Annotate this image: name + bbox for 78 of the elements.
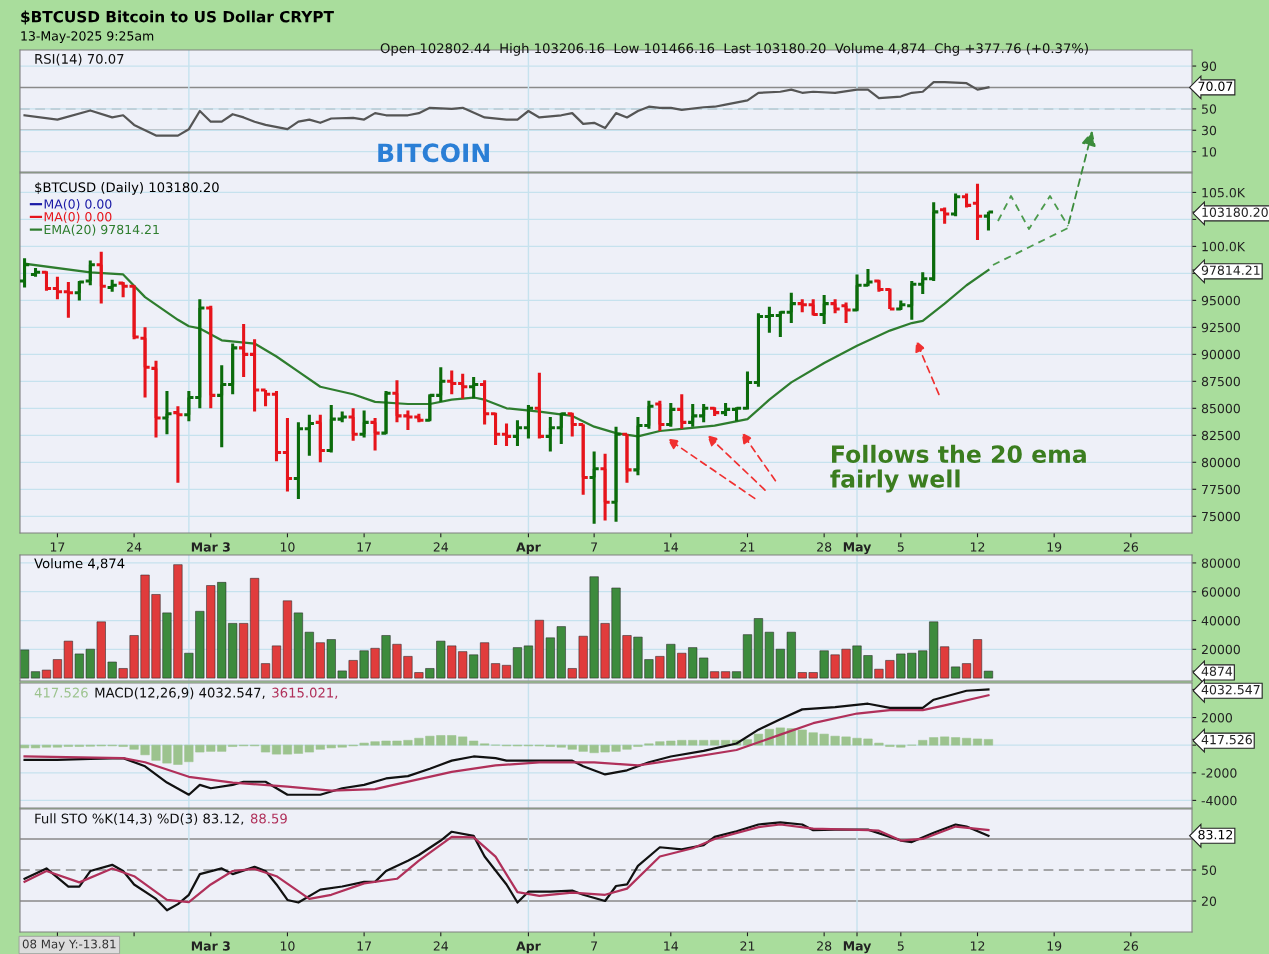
x-tick-label: 12: [970, 542, 985, 552]
x-tick-label: 26: [1123, 941, 1139, 951]
x-tick-label: Apr: [516, 941, 541, 954]
x-tick-label: 17: [50, 542, 65, 552]
x-tick-label: 17: [357, 941, 371, 951]
x-tick-label: May: [843, 542, 872, 555]
x-tick-label: 28: [817, 542, 832, 552]
y-tick-label: 75000: [1202, 511, 1240, 522]
y-tick-label: -2000: [1201, 768, 1237, 778]
annotation: 70.07: [1198, 81, 1233, 92]
y-tick-label: 92500: [1201, 322, 1240, 333]
x-tick-label: 5: [897, 542, 904, 552]
legend-label: MA(0) 0.00: [44, 211, 112, 223]
y-tick-label: 87500: [1201, 376, 1240, 387]
text: 3615.021,: [272, 687, 338, 699]
text: MACD(12,26,9) 4032.547,: [95, 687, 265, 700]
legend-label: EMA(20) 97814.21: [44, 224, 159, 236]
annotation: RSI(14) 70.07: [35, 53, 124, 66]
annotation: BITCOIN: [378, 143, 489, 163]
y-tick-label: 103180.20: [1202, 207, 1268, 217]
y-tick-label: 2000: [1201, 713, 1233, 723]
y-tick-label: 90000: [1201, 349, 1240, 360]
y-tick-label: 95000: [1201, 295, 1240, 306]
text: Full STO %K(14,3) %D(3) 83.12,: [35, 813, 244, 826]
x-tick-label: 24: [433, 542, 449, 552]
x-tick-label: 12: [970, 941, 985, 951]
y-tick-label: 50: [1201, 104, 1217, 114]
y-tick-label: 417.526: [1201, 734, 1252, 745]
x-tick-label: 14: [664, 941, 679, 951]
text: 88.59: [250, 813, 287, 824]
y-tick-label: 85000: [1201, 403, 1240, 414]
x-tick-label: 5: [897, 941, 904, 951]
x-tick-label: 10: [280, 542, 295, 552]
x-tick-label: Mar 3: [191, 941, 230, 951]
x-tick-label: 26: [1123, 542, 1139, 552]
x-tick-label: 19: [1047, 542, 1062, 552]
y-tick-label: 77500: [1202, 484, 1240, 495]
text: 417.526: [34, 687, 88, 698]
x-tick-label: 17: [357, 542, 371, 552]
y-tick-label: 10: [1202, 147, 1217, 157]
y-tick-label: 97814.21: [1201, 265, 1260, 275]
legend-label: MA(0) 0.00: [44, 199, 112, 211]
x-tick-label: 7: [591, 542, 598, 552]
y-tick-label: 90: [1201, 61, 1217, 71]
x-tick-label: 14: [664, 542, 679, 552]
x-tick-label: Apr: [516, 542, 541, 555]
y-tick-label: 20: [1201, 896, 1217, 906]
y-tick-label: 4874: [1201, 666, 1233, 677]
y-tick-label: -4000: [1201, 795, 1237, 806]
x-tick-label: May: [843, 941, 872, 954]
x-tick-label: 21: [740, 941, 755, 951]
chart-title: Volume 4,874: [34, 558, 125, 570]
x-tick-label: 24: [433, 941, 449, 951]
y-tick-label: 105.0K: [1202, 187, 1246, 198]
y-tick-label: 40000: [1201, 615, 1240, 626]
text: 08 May Y:-13.81: [22, 939, 116, 951]
x-tick-label: 28: [817, 941, 832, 951]
text: $BTCUSD (Daily) 103180.20: [35, 182, 219, 195]
y-tick-label: 100.0K: [1202, 241, 1246, 252]
y-tick-label: 20000: [1201, 644, 1240, 655]
x-tick-label: 10: [280, 941, 295, 951]
annotation: Follows the 20 ema fairly well: [830, 444, 1086, 493]
x-tick-label: 21: [740, 542, 755, 552]
x-tick-label: 19: [1047, 941, 1062, 951]
annotation: 83.12: [1198, 829, 1233, 840]
chart-subtitle: 13-May-2025 9:25am: [21, 31, 154, 44]
y-tick-label: 80000: [1201, 457, 1240, 468]
x-tick-label: 7: [591, 941, 598, 951]
annotation: Open 102802.44 High 103206.16 Low 101466.16 Last 103180.20 Volume 4,874 Chg +377.76 (+0.37%): [380, 43, 1088, 56]
x-tick-label: Mar 3: [191, 542, 230, 552]
y-tick-label: 30: [1201, 125, 1217, 136]
y-tick-label: 4032.547: [1201, 684, 1260, 695]
chart-title: $BTCUSD Bitcoin to US Dollar CRYPT: [21, 10, 334, 25]
y-tick-label: 60000: [1201, 587, 1240, 597]
x-tick-label: 24: [127, 542, 142, 552]
y-tick-label: 50: [1201, 865, 1217, 875]
y-tick-label: 82500: [1201, 430, 1240, 441]
y-tick-label: 80000: [1201, 558, 1240, 568]
